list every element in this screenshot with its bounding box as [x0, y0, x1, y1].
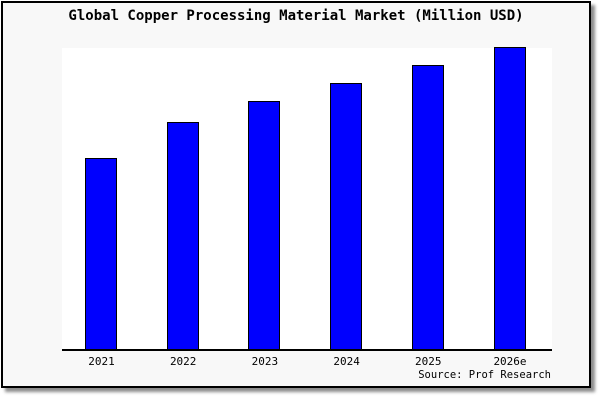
bar-2025: [411, 65, 444, 349]
x-tick-label-2022: 2022: [169, 355, 197, 368]
chart-title: Global Copper Processing Material Market…: [68, 8, 524, 24]
x-axis-labels: 2021 2022 2023 2024 2025 2026e: [62, 355, 552, 370]
source-note: Source: Prof Research: [418, 369, 551, 381]
x-tick-label-2025: 2025: [415, 355, 442, 368]
bar-2026e: [493, 47, 526, 349]
x-tick-label-2026e: 2026e: [493, 355, 527, 368]
bar-2024: [330, 83, 363, 349]
bar-2023: [248, 101, 281, 349]
plot-area: [62, 47, 552, 351]
x-tick-label-2021: 2021: [88, 355, 115, 368]
x-tick-label-2023: 2023: [251, 355, 279, 368]
chart-frame: Global Copper Processing Material Market…: [1, 1, 591, 388]
bar-2022: [166, 122, 199, 349]
bar-2021: [85, 158, 117, 349]
x-tick-label-2024: 2024: [333, 355, 360, 368]
